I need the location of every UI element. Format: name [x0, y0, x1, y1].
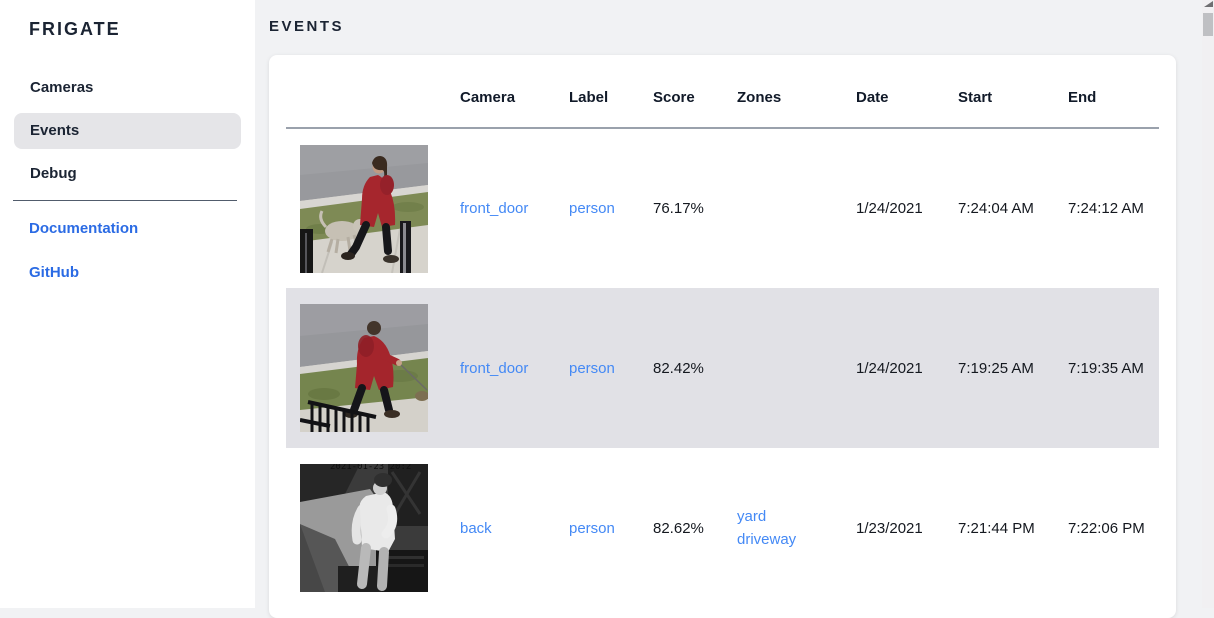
start-cell: 7:21:44 PM — [944, 448, 1054, 608]
start-cell: 7:24:04 AM — [944, 128, 1054, 288]
score-value: 76.17% — [653, 200, 704, 217]
zones-cell — [723, 128, 842, 288]
zone-link[interactable]: yard — [737, 508, 767, 525]
column-header-start: Start — [958, 88, 993, 106]
end-time-value: 7:19:35 AM — [1068, 359, 1144, 377]
app-title: FRIGATE — [29, 19, 121, 39]
column-header-thumbnail — [286, 55, 446, 128]
column-header-label: Label — [569, 88, 609, 106]
thumbnail-cell — [286, 128, 446, 288]
score-cell: 76.17% — [639, 128, 723, 288]
label-link[interactable]: person — [569, 359, 615, 377]
sidebar-nav: Cameras Events Debug — [14, 70, 241, 192]
thumbnail-art-red-coat-dog — [300, 144, 428, 273]
event-row[interactable]: front_door person 82.42% 1/24/2021 7:19:… — [286, 288, 1159, 448]
camera-cell: front_door — [446, 288, 555, 448]
score-cell: 82.62% — [639, 448, 723, 608]
end-time-value: 7:24:12 AM — [1068, 200, 1144, 217]
column-header-date: Date — [856, 88, 889, 106]
scrollbar[interactable] — [1202, 0, 1214, 608]
event-row[interactable]: 2021-01-23 20:2 back person 82.62% yard d… — [286, 448, 1159, 608]
score-value: 82.62% — [653, 519, 704, 537]
score-cell: 82.42% — [639, 288, 723, 448]
scroll-up-arrow-icon[interactable] — [1204, 1, 1213, 7]
camera-link[interactable]: back — [460, 519, 492, 537]
column-header-end: End — [1068, 88, 1097, 106]
zones-cell: yard driveway — [723, 448, 842, 608]
scrollbar-thumb[interactable] — [1203, 13, 1213, 36]
camera-link[interactable]: front_door — [460, 359, 529, 377]
date-cell: 1/24/2021 — [842, 288, 944, 448]
label-cell: person — [555, 288, 639, 448]
sidebar-item-cameras[interactable]: Cameras — [30, 79, 94, 96]
start-time-value: 7:24:04 AM — [958, 200, 1034, 217]
label-link[interactable]: person — [569, 200, 615, 217]
sidebar-link-github[interactable]: GitHub — [29, 264, 79, 281]
date-value: 1/23/2021 — [856, 519, 923, 537]
column-header-camera: Camera — [460, 88, 516, 106]
page-title: EVENTS — [269, 18, 345, 35]
thumbnail-cell — [286, 288, 446, 448]
sidebar-item-debug[interactable]: Debug — [30, 165, 77, 182]
date-cell: 1/24/2021 — [842, 128, 944, 288]
event-thumbnail[interactable]: 2021-01-23 20:2 — [300, 464, 428, 592]
end-time-value: 7:22:06 PM — [1068, 519, 1145, 537]
thumbnail-art-night-person: 2021-01-23 20:2 — [300, 464, 428, 592]
start-cell: 7:19:25 AM — [944, 288, 1054, 448]
score-value: 82.42% — [653, 359, 704, 377]
date-value: 1/24/2021 — [856, 200, 923, 217]
sidebar-item-events[interactable]: Events — [14, 113, 241, 149]
sidebar-links: Documentation GitHub — [14, 211, 241, 291]
label-cell: person — [555, 448, 639, 608]
camera-cell: front_door — [446, 128, 555, 288]
start-time-value: 7:19:25 AM — [958, 359, 1034, 377]
date-value: 1/24/2021 — [856, 359, 923, 377]
event-thumbnail[interactable] — [300, 144, 428, 273]
end-cell: 7:19:35 AM — [1054, 288, 1159, 448]
events-table: Camera Label Score Zones Date Start End — [286, 55, 1159, 608]
table-header-row: Camera Label Score Zones Date Start End — [286, 55, 1159, 128]
thumbnail-timestamp-overlay: 2021-01-23 20:2 — [330, 464, 411, 472]
camera-cell: back — [446, 448, 555, 608]
date-cell: 1/23/2021 — [842, 448, 944, 608]
end-cell: 7:22:06 PM — [1054, 448, 1159, 608]
thumbnail-cell: 2021-01-23 20:2 — [286, 448, 446, 608]
column-header-score: Score — [653, 88, 695, 106]
zone-link[interactable]: driveway — [737, 531, 797, 548]
sidebar: FRIGATE Cameras Events Debug Documentation… — [0, 0, 255, 608]
main-content: EVENTS Camera Label Score Zones Date Sta… — [255, 0, 1214, 618]
label-cell: person — [555, 128, 639, 288]
thumbnail-art-red-hoodie-dog — [300, 304, 428, 432]
column-header-zones: Zones — [737, 88, 782, 106]
sidebar-divider — [13, 200, 237, 201]
camera-link[interactable]: front_door — [460, 200, 529, 217]
end-cell: 7:24:12 AM — [1054, 128, 1159, 288]
sidebar-link-documentation[interactable]: Documentation — [29, 220, 139, 237]
label-link[interactable]: person — [569, 519, 615, 537]
start-time-value: 7:21:44 PM — [958, 519, 1035, 537]
events-card: Camera Label Score Zones Date Start End — [269, 55, 1176, 618]
zones-cell — [723, 288, 842, 448]
event-thumbnail[interactable] — [300, 304, 428, 432]
event-row[interactable]: front_door person 76.17% 1/24/2021 7:24:… — [286, 128, 1159, 288]
